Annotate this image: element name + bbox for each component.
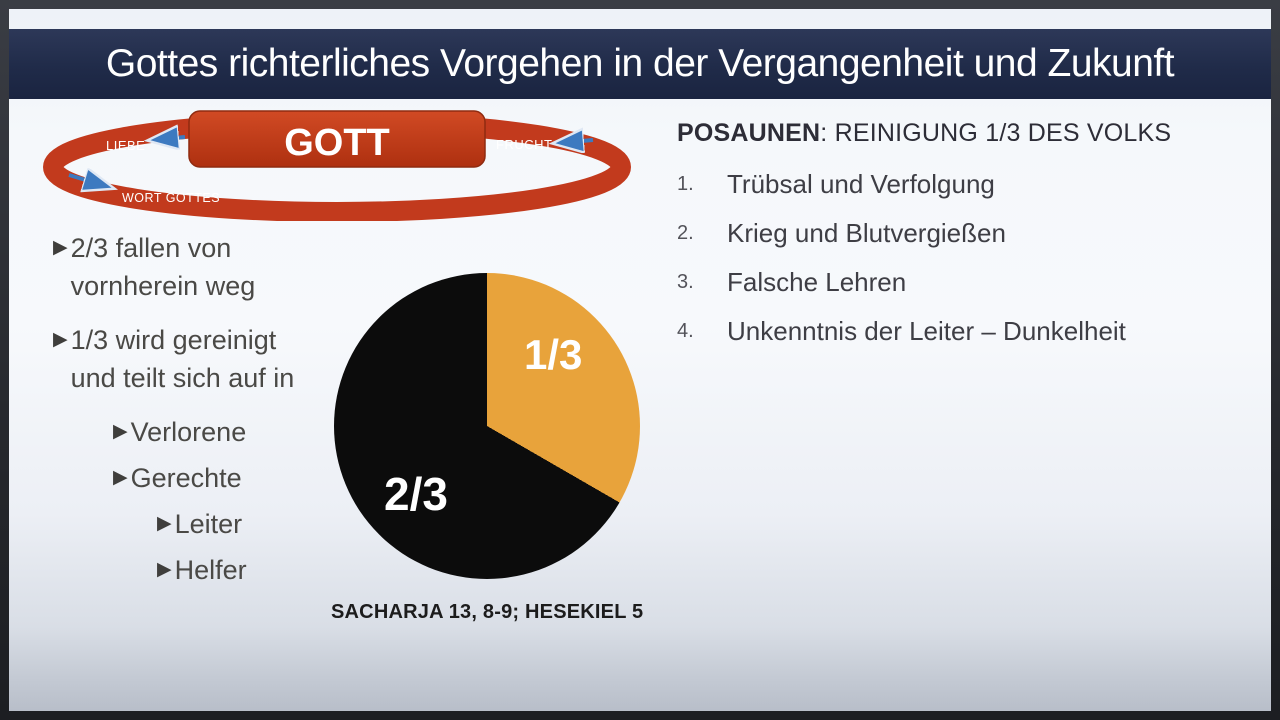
triangle-bullet-icon: ▶ (113, 421, 128, 442)
numbered-item: 2. Krieg und Blutvergießen (677, 217, 1267, 249)
outcome-list: ▶ 2/3 fallen von vornherein weg ▶ 1/3 wi… (53, 229, 353, 597)
triangle-bullet-icon: ▶ (157, 559, 172, 580)
triangle-bullet-icon: ▶ (157, 513, 172, 534)
list-item-text: Helfer (174, 555, 247, 585)
pie-slice-label-two-thirds: 2/3 (384, 468, 448, 520)
list-item: ▶ 1/3 wird gereinigt und teilt sich auf … (53, 321, 353, 397)
panel-heading-rest: : REINIGUNG 1/3 DES VOLKS (820, 119, 1172, 147)
title-bar: Gottes richterliches Vorgehen in der Ver… (9, 29, 1271, 99)
gott-box (188, 110, 486, 168)
page-title: Gottes richterliches Vorgehen in der Ver… (105, 42, 1175, 85)
list-item: ▶ Helfer (157, 551, 353, 589)
posaunen-panel: POSAUNEN: REINIGUNG 1/3 DES VOLKS 1. Trü… (677, 119, 1267, 364)
panel-heading: POSAUNEN: REINIGUNG 1/3 DES VOLKS (677, 119, 1267, 148)
list-item-text: 2/3 fallen von vornherein weg (70, 233, 256, 301)
triangle-bullet-icon: ▶ (53, 237, 68, 258)
pie-chart-block: 1/3 2/3 SACHARJA 13, 8-9; HESEKIEL 5 (331, 273, 643, 624)
arrow-bottom-icon (68, 175, 109, 187)
scripture-caption: SACHARJA 13, 8-9; HESEKIEL 5 (331, 601, 644, 623)
liebe-label: LIEBE (106, 138, 145, 153)
god-cycle-diagram: GOTT LIEBE FRUCHT WORT GOTTES (43, 110, 631, 221)
gott-label: GOTT (284, 122, 390, 164)
slide: Gottes richterliches Vorgehen in der Ver… (9, 9, 1271, 711)
item-number: 4. (677, 320, 694, 342)
wort-gottes-label: WORT GOTTES (122, 191, 220, 205)
list-item: ▶ Leiter (157, 505, 353, 543)
panel-heading-bold: POSAUNEN (677, 119, 821, 147)
list-item: ▶ Gerechte (113, 459, 353, 497)
item-number: 2. (677, 222, 694, 244)
item-text: Trübsal und Verfolgung (727, 169, 995, 199)
numbered-item: 4. Unkenntnis der Leiter – Dunkelheit (677, 315, 1267, 347)
triangle-bullet-icon: ▶ (53, 329, 68, 350)
list-item-text: 1/3 wird gereinigt und teilt sich auf in (70, 325, 295, 393)
numbered-item: 1. Trübsal und Verfolgung (677, 168, 1267, 200)
frucht-label: FRUCHT (496, 137, 552, 152)
item-number: 1. (677, 173, 694, 195)
triangle-bullet-icon: ▶ (113, 467, 128, 488)
list-item-text: Gerechte (130, 463, 242, 493)
arrow-left-icon (153, 137, 186, 140)
item-text: Krieg und Blutvergießen (727, 218, 1006, 248)
list-item: ▶ Verlorene (113, 413, 353, 451)
pie-slice-label-one-third: 1/3 (524, 331, 583, 378)
arrow-right-icon (558, 140, 594, 143)
pie-chart: 1/3 2/3 (334, 273, 640, 579)
list-item-text: Leiter (174, 509, 243, 539)
numbered-list: 1. Trübsal und Verfolgung 2. Krieg und B… (677, 168, 1267, 347)
list-item-text: Verlorene (130, 417, 247, 447)
numbered-item: 3. Falsche Lehren (677, 266, 1267, 298)
item-text: Unkenntnis der Leiter – Dunkelheit (727, 316, 1126, 346)
item-number: 3. (677, 271, 694, 293)
item-text: Falsche Lehren (727, 267, 907, 297)
list-item: ▶ 2/3 fallen von vornherein weg (53, 229, 353, 305)
